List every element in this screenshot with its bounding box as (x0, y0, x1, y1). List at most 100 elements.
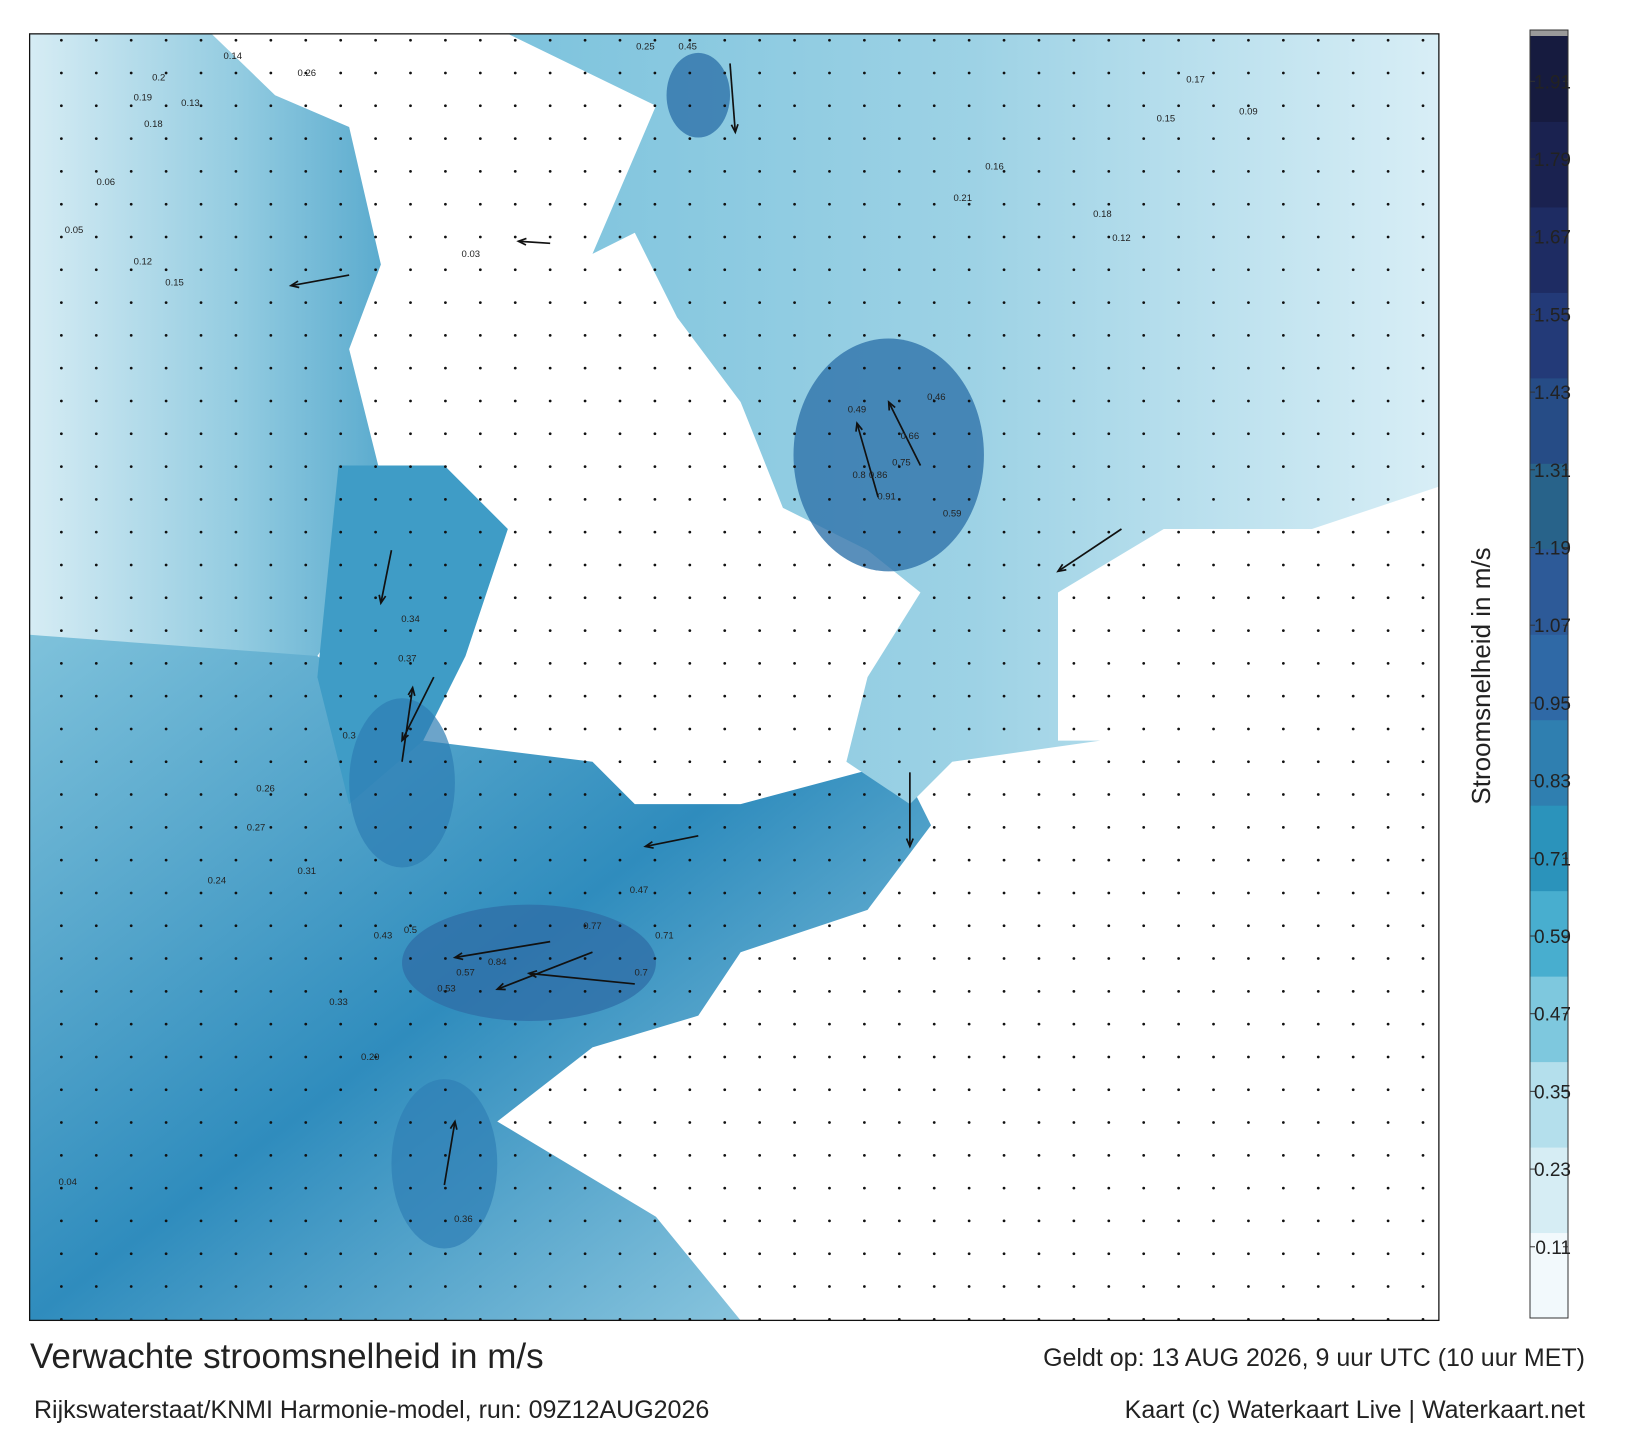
grid-dot (339, 1153, 343, 1157)
grid-dot (932, 793, 936, 796)
grid-dot (758, 170, 762, 173)
grid-dot (478, 727, 482, 731)
grid-dot (548, 825, 552, 829)
grid-dot (1107, 596, 1111, 600)
grid-dot (897, 530, 901, 534)
grid-dot (897, 202, 901, 206)
grid-dot (409, 1285, 412, 1288)
grid-dot (618, 1252, 622, 1256)
grid-dot (444, 694, 447, 698)
color-band (1530, 377, 1568, 464)
grid-dot (1002, 1252, 1006, 1256)
grid-dot (548, 858, 552, 862)
grid-dot (374, 858, 377, 862)
grid-dot (1351, 760, 1355, 764)
grid-dot (618, 235, 622, 239)
grid-dot (478, 1022, 482, 1026)
grid-dot (1107, 727, 1111, 731)
grid-dot (1247, 1088, 1250, 1092)
grid-dot (793, 596, 796, 600)
grid-dot (478, 235, 482, 239)
grid-dot (932, 465, 936, 468)
grid-dot (653, 1121, 657, 1124)
grid-dot (1421, 104, 1425, 108)
grid-dot (1177, 661, 1180, 665)
grid-dot (164, 989, 168, 993)
grid-dot (897, 924, 901, 928)
grid-dot (723, 629, 727, 632)
grid-dot (1177, 891, 1180, 895)
grid-dot (374, 104, 377, 108)
grid-dot (304, 465, 308, 468)
grid-dot (234, 71, 238, 75)
grid-dot (793, 366, 796, 370)
grid-dot (1351, 1252, 1355, 1256)
grid-dot (1351, 465, 1355, 468)
grid-dot (339, 1088, 343, 1092)
grid-dot (688, 465, 692, 468)
grid-dot (793, 1153, 796, 1157)
grid-dot (269, 825, 273, 829)
grid-dot (59, 1219, 63, 1223)
grid-dot (897, 989, 901, 993)
grid-dot (1212, 629, 1215, 632)
grid-dot (1107, 1285, 1111, 1288)
grid-dot (304, 1121, 308, 1124)
grid-dot (1002, 202, 1006, 206)
grid-dot (304, 1153, 308, 1157)
grid-dot (164, 1153, 168, 1157)
grid-dot (1421, 1186, 1425, 1190)
grid-dot (828, 858, 831, 862)
grid-dot (374, 334, 377, 337)
grid-dot (164, 235, 168, 239)
grid-dot (723, 1252, 727, 1256)
grid-dot (1281, 71, 1285, 75)
grid-dot (1177, 825, 1180, 829)
grid-dot (1212, 1055, 1215, 1059)
grid-dot (1037, 235, 1041, 239)
grid-dot (863, 727, 866, 731)
grid-dot (199, 989, 203, 993)
grid-dot (897, 235, 901, 239)
grid-dot (548, 301, 552, 304)
grid-dot (513, 530, 517, 534)
grid-dot (199, 399, 203, 403)
speed-label: 0.8 (852, 470, 865, 481)
grid-dot (1212, 924, 1215, 928)
grid-dot (59, 661, 63, 665)
colorbar-tick-label: 1.79 (1534, 150, 1571, 171)
grid-dot (1351, 530, 1355, 534)
grid-dot (548, 989, 552, 993)
speed-label: 0.12 (134, 257, 153, 268)
grid-dot (793, 1285, 796, 1288)
grid-dot (583, 334, 587, 337)
grid-dot (897, 399, 901, 403)
grid-dot (1316, 1186, 1320, 1190)
grid-dot (269, 891, 273, 895)
grid-dot (618, 1153, 622, 1157)
grid-dot (59, 530, 63, 534)
grid-dot (444, 727, 447, 731)
current-arrow (729, 63, 737, 133)
grid-dot (269, 1252, 273, 1256)
grid-dot (1072, 924, 1076, 928)
grid-dot (199, 760, 203, 764)
grid-dot (1037, 694, 1041, 698)
grid-dot (59, 1088, 63, 1092)
grid-dot (618, 989, 622, 993)
grid-dot (967, 1121, 971, 1124)
grid-dot (828, 530, 831, 534)
grid-dot (59, 465, 63, 468)
grid-dot (688, 1153, 692, 1157)
grid-dot (409, 71, 412, 75)
grid-dot (164, 1022, 168, 1026)
grid-dot (967, 760, 971, 764)
grid-dot (1421, 825, 1425, 829)
grid-dot (1386, 661, 1390, 665)
grid-dot (793, 563, 796, 567)
grid-dot (234, 989, 238, 993)
grid-dot (653, 1153, 657, 1157)
grid-dot (513, 1252, 517, 1256)
grid-dot (758, 268, 762, 272)
grid-dot (863, 1252, 866, 1256)
